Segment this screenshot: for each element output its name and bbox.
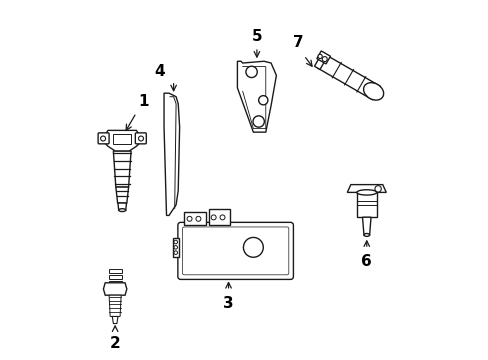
Polygon shape — [237, 61, 276, 132]
Text: 3: 3 — [223, 296, 233, 311]
Circle shape — [174, 246, 177, 249]
Ellipse shape — [363, 234, 369, 237]
Polygon shape — [112, 316, 118, 324]
Polygon shape — [356, 192, 376, 217]
Circle shape — [245, 66, 257, 77]
Circle shape — [174, 240, 177, 244]
Polygon shape — [108, 288, 121, 292]
Polygon shape — [314, 53, 327, 69]
Text: 2: 2 — [109, 336, 120, 351]
Polygon shape — [116, 187, 128, 203]
Circle shape — [211, 215, 216, 220]
Polygon shape — [102, 130, 142, 151]
Polygon shape — [108, 282, 121, 285]
FancyBboxPatch shape — [135, 133, 146, 144]
Polygon shape — [108, 269, 121, 273]
Polygon shape — [172, 238, 179, 257]
Polygon shape — [113, 151, 131, 187]
Bar — [184, 212, 205, 225]
Polygon shape — [163, 93, 179, 215]
Circle shape — [317, 54, 322, 59]
Text: 1: 1 — [138, 94, 148, 109]
Bar — [209, 209, 230, 225]
Circle shape — [322, 57, 326, 62]
Polygon shape — [103, 283, 126, 295]
Polygon shape — [108, 275, 121, 279]
FancyBboxPatch shape — [182, 227, 288, 275]
Polygon shape — [362, 217, 370, 235]
Text: 6: 6 — [361, 255, 371, 269]
Circle shape — [258, 96, 267, 105]
Circle shape — [187, 216, 192, 221]
Ellipse shape — [356, 190, 376, 195]
Circle shape — [138, 136, 143, 141]
Ellipse shape — [119, 209, 125, 212]
Text: 5: 5 — [251, 28, 262, 44]
Circle shape — [196, 216, 201, 221]
Polygon shape — [118, 203, 126, 210]
Text: 7: 7 — [293, 35, 304, 50]
Polygon shape — [109, 295, 121, 316]
Text: 4: 4 — [154, 64, 164, 79]
Circle shape — [252, 116, 264, 127]
Bar — [113, 134, 131, 144]
Circle shape — [174, 251, 177, 255]
Polygon shape — [317, 54, 380, 100]
Circle shape — [220, 215, 224, 220]
FancyBboxPatch shape — [98, 133, 109, 144]
Polygon shape — [346, 185, 386, 192]
Polygon shape — [316, 51, 330, 64]
Circle shape — [101, 136, 105, 141]
Circle shape — [243, 238, 263, 257]
Ellipse shape — [363, 83, 383, 100]
Circle shape — [374, 186, 381, 192]
FancyBboxPatch shape — [178, 222, 293, 279]
